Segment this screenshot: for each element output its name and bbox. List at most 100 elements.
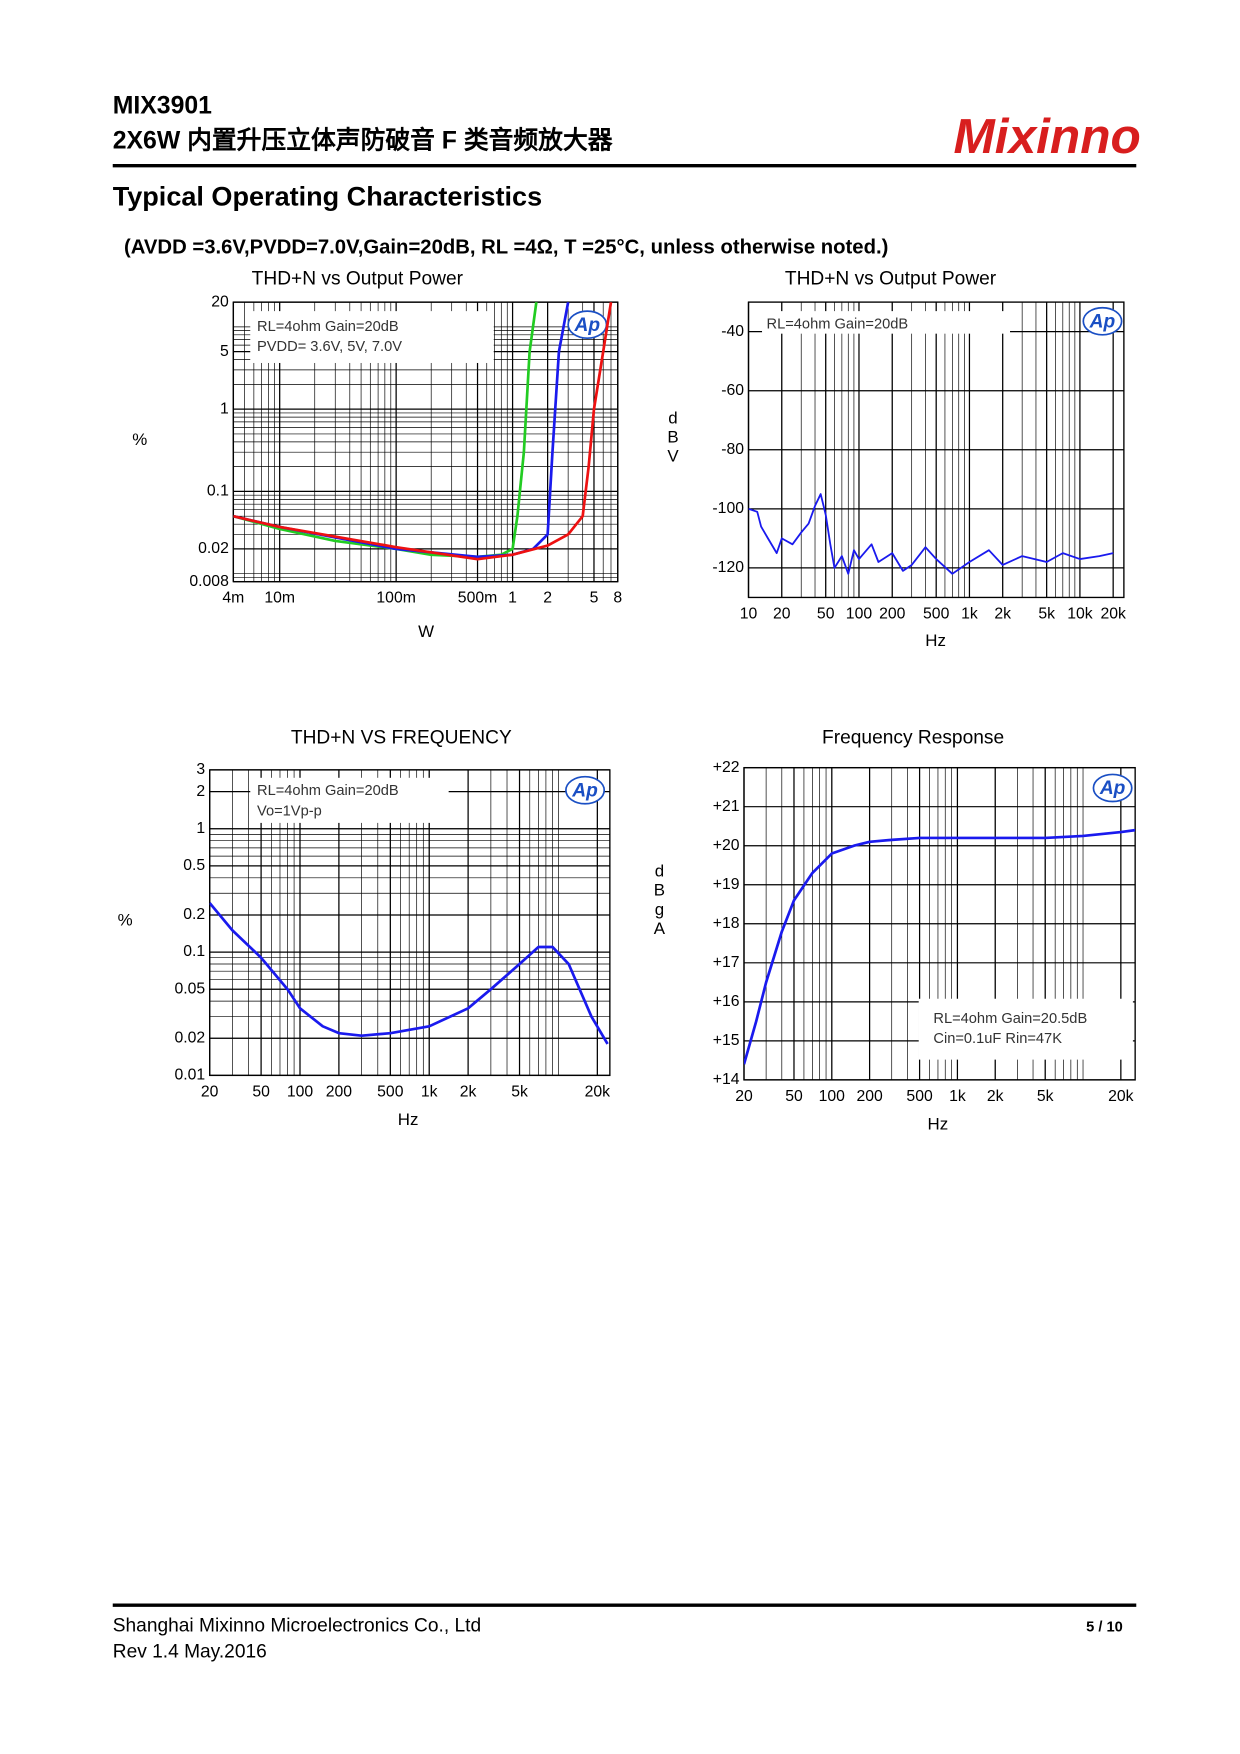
x-tick-label: 500m (458, 590, 497, 607)
x-tick-label: 2k (460, 1083, 477, 1100)
y-tick-label: +17 (713, 954, 740, 971)
x-tick-label: 200 (856, 1088, 883, 1105)
ap-logo-ring (1082, 306, 1123, 336)
x-tick-label: 2k (994, 606, 1011, 623)
x-tick-label: 1k (961, 606, 978, 623)
x-tick-label: 10k (1067, 606, 1093, 623)
legend-box (250, 311, 494, 363)
x-tick-label: 200 (326, 1083, 353, 1100)
chart-title: THD+N vs Output Power (252, 269, 464, 290)
x-tick-label: 20k (1100, 606, 1126, 623)
ap-logo: Ap (571, 780, 598, 801)
part-number: MIX3901 (113, 93, 212, 120)
x-tick-label: 10m (264, 590, 295, 607)
y-tick-label: 0.008 (189, 573, 229, 590)
ap-logo: Ap (1089, 311, 1116, 332)
x-tick-label: 50 (785, 1088, 803, 1105)
x-tick-label: 100m (376, 590, 415, 607)
x-tick-label: 50 (252, 1083, 270, 1100)
x-tick-label: 20 (773, 606, 791, 623)
ap-logo: Ap (1099, 778, 1126, 799)
x-axis-label: Hz (398, 1110, 419, 1129)
x-tick-label: 20 (201, 1083, 219, 1100)
ap-logo: Ap (574, 315, 601, 336)
series-line (743, 828, 1136, 1065)
x-tick-label: 500 (906, 1088, 933, 1105)
y-tick-label: +19 (713, 876, 740, 893)
y-tick-label: +14 (713, 1071, 740, 1088)
annotation: RL=4ohm Gain=20.5dB (933, 1011, 1087, 1027)
x-tick-label: 5k (1037, 1088, 1054, 1105)
x-tick-label: 500 (377, 1083, 404, 1100)
y-tick-label: -100 (712, 500, 744, 517)
doc-subtitle: 2X6W 内置升压立体声防破音 F 类音频放大器 (113, 126, 614, 155)
y-tick-label: 0.5 (183, 857, 205, 874)
x-tick-label: 200 (879, 606, 906, 623)
series-line (209, 902, 609, 1045)
y-tick-label: 20 (211, 293, 229, 310)
chart-title: THD+N VS FREQUENCY (291, 727, 512, 748)
y-tick-label: 3 (196, 761, 205, 778)
annotation: Vo=1Vp-p (257, 803, 322, 819)
legend-box (762, 311, 1011, 334)
y-tick-label: +20 (713, 837, 740, 854)
annotation: RL=4ohm Gain=20dB (257, 783, 399, 799)
revision: Rev 1.4 May.2016 (113, 1642, 267, 1663)
ap-logo-ring (565, 775, 606, 805)
y-axis-label: % (118, 910, 133, 929)
y-tick-label: 0.02 (198, 540, 229, 557)
x-tick-label: 100 (287, 1083, 314, 1100)
y-tick-label: -80 (721, 441, 744, 458)
x-tick-label: 20k (1108, 1088, 1134, 1105)
y-tick-label: -40 (721, 323, 744, 340)
x-tick-label: 5k (1038, 606, 1055, 623)
y-tick-label: 1 (196, 820, 205, 837)
x-axis-label: W (418, 622, 434, 641)
y-tick-label: +22 (713, 759, 740, 776)
y-tick-label: 0.1 (207, 483, 229, 500)
y-tick-label: -120 (712, 559, 744, 576)
x-tick-label: 50 (817, 606, 835, 623)
company: Shanghai Mixinno Microelectronics Co., L… (113, 1616, 481, 1637)
logo: Mixinno (954, 108, 1141, 164)
x-tick-label: 1k (421, 1083, 438, 1100)
x-tick-label: 2 (543, 590, 552, 607)
x-tick-label: 100 (819, 1088, 846, 1105)
y-tick-label: 0.1 (183, 943, 205, 960)
legend-box (918, 998, 1133, 1060)
series-line (748, 493, 1114, 575)
y-tick-label: 2 (196, 783, 205, 800)
x-tick-label: 20 (735, 1088, 753, 1105)
conditions: (AVDD =3.6V,PVDD=7.0V,Gain=20dB, RL =4Ω,… (124, 236, 888, 258)
x-tick-label: 5 (590, 590, 599, 607)
x-tick-label: 100 (846, 606, 873, 623)
x-tick-label: 4m (222, 590, 244, 607)
chart-title: THD+N vs Output Power (785, 269, 997, 290)
y-tick-label: +15 (713, 1032, 740, 1049)
x-tick-label: 10 (740, 606, 758, 623)
section-title: Typical Operating Characteristics (113, 182, 542, 212)
y-tick-label: 5 (220, 343, 229, 360)
y-tick-label: 1 (220, 400, 229, 417)
ap-logo-ring (1092, 773, 1133, 803)
series-line (233, 302, 613, 561)
y-tick-label: 0.01 (174, 1067, 205, 1084)
annotation: PVDD= 3.6V, 5V, 7.0V (257, 339, 402, 355)
legend-box (250, 777, 449, 823)
y-axis-label: % (132, 430, 147, 449)
annotation: Cin=0.1uF Rin=47K (933, 1031, 1062, 1047)
annotation: RL=4ohm Gain=20dB (257, 319, 399, 335)
y-tick-label: +18 (713, 915, 740, 932)
x-tick-label: 8 (613, 590, 622, 607)
x-tick-label: 1k (949, 1088, 966, 1105)
x-tick-label: 1 (508, 590, 517, 607)
x-axis-label: Hz (928, 1114, 949, 1133)
x-tick-label: 500 (923, 606, 950, 623)
y-tick-label: +21 (713, 798, 740, 815)
chart-title: Frequency Response (822, 727, 1004, 748)
annotation: RL=4ohm Gain=20dB (767, 317, 909, 333)
